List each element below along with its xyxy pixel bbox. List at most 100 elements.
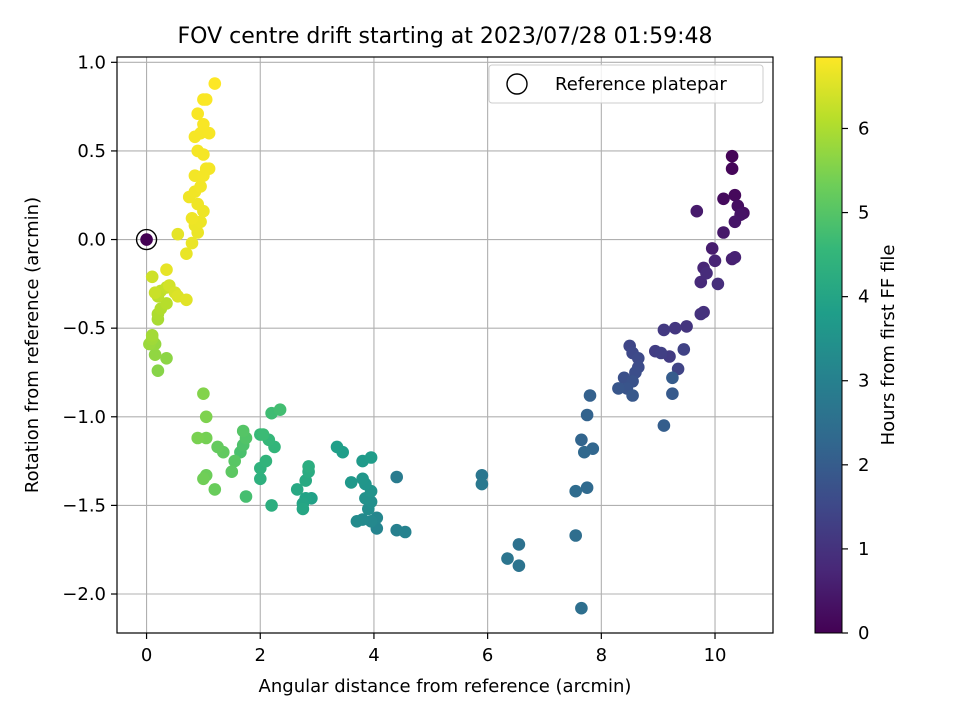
data-point [197,148,210,161]
legend: Reference platepar [488,64,764,104]
colorbar-gradient [814,56,843,634]
data-point [228,454,241,468]
chart-title: FOV centre drift starting at 2023/07/28 … [178,24,713,49]
data-point [717,192,730,206]
colorbar-tick-label: 4 [858,287,869,308]
data-point [728,250,742,264]
data-point [191,197,204,211]
data-point [197,118,210,131]
data-point [199,93,213,106]
data-point [160,297,173,310]
data-point [185,212,199,225]
colorbar-tick-label: 2 [858,455,869,476]
data-point [145,270,159,284]
data-point [356,472,369,486]
data-point [657,419,671,432]
data-point [259,454,273,468]
colorbar-ticks: 0 1 2 3 4 5 6 [842,118,869,644]
x-tick-label: 10 [704,645,727,666]
data-point [160,263,173,277]
colorbar-tick-label: 6 [858,118,869,139]
data-point [711,277,725,291]
data-point [575,601,588,615]
data-point [239,490,253,503]
x-axis-label: Angular distance from reference (arcmin) [259,676,632,697]
y-tick-label: 0.5 [77,141,106,162]
data-point [390,470,404,484]
data-point [180,247,193,260]
legend-box [488,64,764,104]
colorbar-label: Hours from first FF file [878,245,899,446]
data-point [717,226,730,239]
data-point [725,162,739,175]
data-point [171,227,185,241]
reference-marker-layer [135,228,158,251]
x-tick-label: 6 [482,645,493,666]
data-point [666,371,679,385]
data-point [580,408,594,422]
data-point [236,424,250,438]
data-point [677,343,691,356]
data-point [728,188,742,202]
data-point [197,472,210,486]
data-point [145,329,159,342]
colorbar-tick-label: 3 [858,371,869,392]
x-tick-label: 0 [141,645,152,666]
y-tick-label: 1.0 [77,52,106,73]
data-point [290,483,304,496]
data-point [256,428,270,441]
data-point [208,483,222,496]
data-point [654,346,668,360]
x-axis-ticks: 0 2 4 6 8 10 [141,633,727,666]
data-point [180,293,193,307]
grid-lines [117,57,773,633]
data-point [475,477,489,491]
colorbar: 0 1 2 3 4 5 6 Hours from first FF file [814,56,899,644]
data-point [512,538,526,551]
data-point [708,254,722,268]
colorbar-tick-label: 5 [858,203,869,224]
data-point [501,552,514,565]
data-point [569,529,582,542]
data-point [273,403,287,417]
data-point [253,472,267,486]
data-point [700,266,713,280]
y-axis-label: Rotation from reference (arcmin) [22,197,43,493]
data-point [626,389,639,402]
data-point [296,502,310,516]
data-point [344,476,358,489]
data-point [199,410,213,424]
legend-label: Reference platepar [555,74,727,95]
data-point [398,525,412,539]
data-point [512,559,526,572]
data-point [208,77,222,90]
data-point [580,481,594,495]
x-tick-label: 2 [255,645,266,666]
data-point [330,440,344,454]
data-point [191,107,204,120]
data-point [575,433,588,447]
data-point [705,242,719,255]
data-point [194,180,207,193]
data-point [197,387,210,401]
plot-frame [116,56,774,634]
y-tick-label: 0.0 [77,230,106,251]
y-tick-label: −0.5 [62,318,106,339]
data-points [143,77,750,615]
data-point [350,515,364,528]
data-point [657,323,671,337]
data-point [148,286,162,300]
x-tick-label: 8 [596,645,607,666]
data-point [632,352,645,365]
y-tick-label: −2.0 [62,584,106,605]
data-point [364,451,378,464]
data-point [302,460,315,473]
y-tick-label: −1.0 [62,407,106,428]
data-point [191,431,204,445]
data-point [728,215,742,229]
y-axis-ticks: −2.0 −1.5 −1.0 −0.5 0.0 0.5 1.0 [62,52,117,605]
data-point [475,469,489,482]
colorbar-tick-label: 0 [858,623,869,644]
legend-reference-marker-icon [506,73,528,95]
